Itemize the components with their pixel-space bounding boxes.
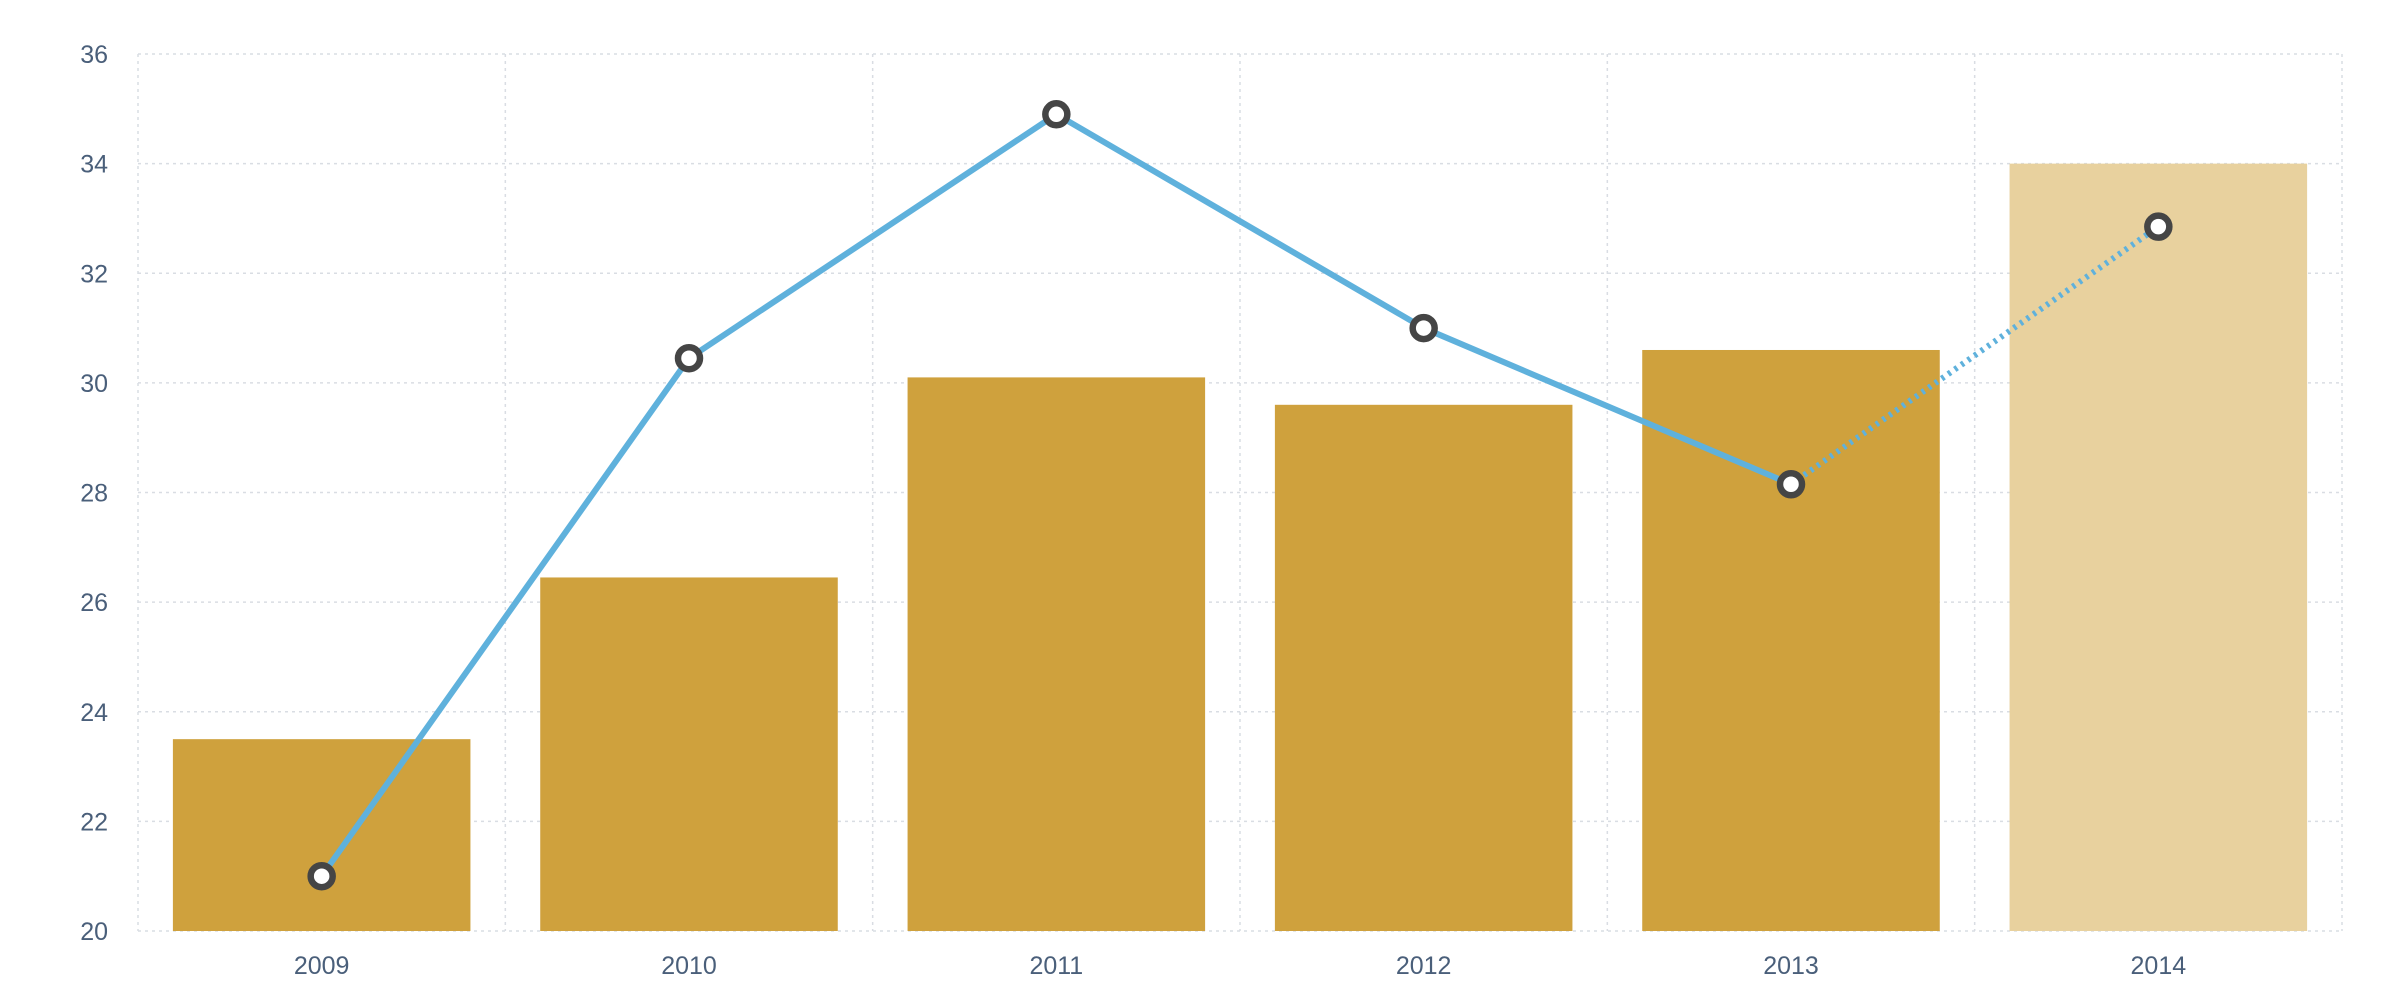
grid-lines	[137, 53, 2343, 932]
bar-2010	[540, 577, 838, 931]
line-dotted-segment	[1789, 224, 2161, 487]
line-markers	[307, 100, 2173, 891]
y-tick-label: 26	[80, 589, 108, 617]
y-tick-label: 32	[80, 260, 108, 288]
y-tick-label: 24	[80, 699, 108, 727]
x-tick-label: 2011	[1029, 952, 1083, 980]
x-tick-label: 2009	[294, 952, 350, 980]
x-tick-label: 2014	[2131, 952, 2187, 980]
x-tick-label: 2013	[1763, 952, 1819, 980]
bar-2014	[2009, 163, 2308, 931]
y-tick-label: 30	[80, 370, 108, 398]
y-tick-label: 36	[80, 41, 108, 69]
line-point-2010	[674, 343, 704, 373]
x-tick-label: 2012	[1396, 952, 1452, 980]
bar-2013	[1642, 349, 1940, 931]
bar-2011	[907, 377, 1206, 931]
y-tick-label: 20	[80, 918, 108, 946]
y-axis: 20 22 24 26 28 30 32 34 36	[80, 41, 108, 946]
y-tick-label: 22	[80, 808, 108, 836]
line-point-2011	[1042, 100, 1071, 129]
y-tick-label: 34	[80, 151, 108, 179]
line-point-2009	[307, 861, 336, 891]
y-tick-label: 28	[80, 480, 108, 508]
line-point-2012	[1409, 313, 1438, 343]
bar-series	[172, 163, 2308, 931]
x-axis: 2009 2010 2011 2012 2013 2014	[294, 952, 2186, 980]
line-point-2013	[1776, 470, 1806, 499]
bar-2012	[1274, 404, 1573, 931]
line-point-2014	[2144, 212, 2173, 241]
bar-2009	[172, 739, 471, 931]
x-tick-label: 2010	[661, 952, 717, 980]
